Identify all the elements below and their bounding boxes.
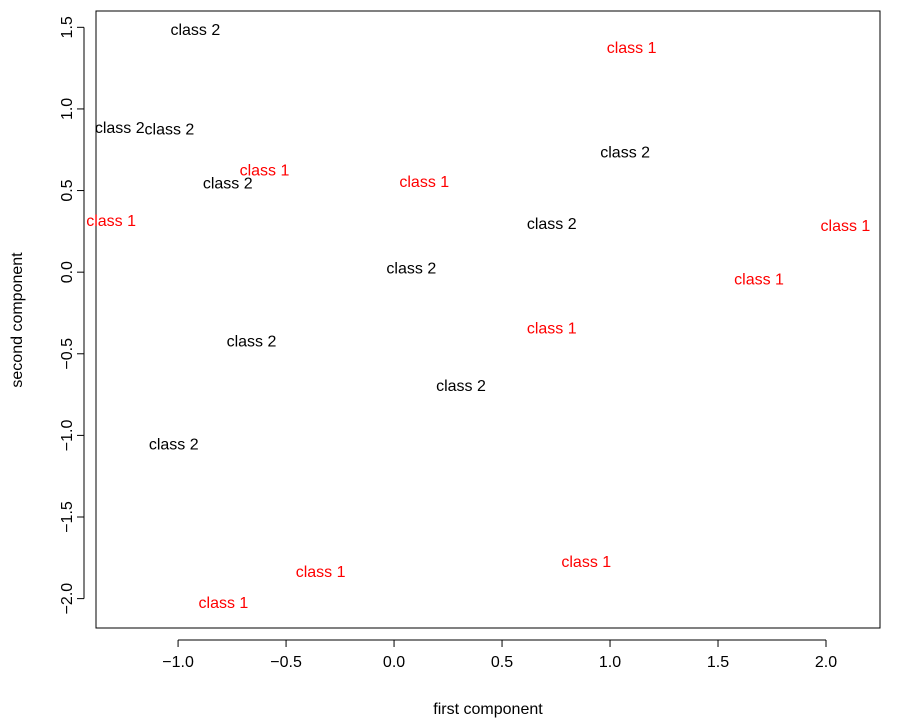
data-point: class 2 — [170, 22, 220, 39]
y-tick-label: 1.0 — [59, 98, 76, 120]
x-axis-title: first component — [433, 701, 543, 718]
y-tick-label: 0.0 — [59, 261, 76, 283]
data-point: class 2 — [145, 122, 195, 139]
y-tick-label: 1.5 — [59, 16, 76, 38]
y-tick-label: 0.5 — [59, 179, 76, 201]
x-tick-label: 0.0 — [383, 654, 405, 671]
data-point: class 1 — [296, 564, 346, 581]
data-point: class 2 — [149, 437, 199, 454]
data-point: class 1 — [199, 595, 249, 612]
data-point: class 2 — [95, 120, 145, 137]
data-point: class 2 — [386, 260, 436, 277]
x-tick-label: 1.5 — [707, 654, 729, 671]
y-axis: −2.0 −1.5 −1.0 −0.5 0.0 0.5 1.0 1.5 — [59, 16, 85, 615]
data-point: class 2 — [203, 175, 253, 192]
data-point: class 2 — [600, 144, 650, 161]
x-tick-label: −1.0 — [162, 654, 194, 671]
y-tick-label: −1.5 — [59, 501, 76, 533]
data-point: class 2 — [227, 334, 277, 351]
data-point: class 1 — [734, 272, 784, 289]
data-point: class 1 — [561, 554, 611, 571]
x-tick-label: 1.0 — [599, 654, 621, 671]
data-point: class 1 — [607, 40, 657, 57]
data-point: class 1 — [86, 213, 136, 230]
data-point: class 1 — [821, 218, 871, 235]
data-point: class 2 — [436, 378, 486, 395]
x-tick-label: 0.5 — [491, 654, 513, 671]
x-axis: −1.0 −0.5 0.0 0.5 1.0 1.5 2.0 — [162, 639, 837, 671]
data-point: class 1 — [399, 174, 449, 191]
data-point: class 1 — [240, 162, 290, 179]
y-tick-label: −0.5 — [59, 338, 76, 370]
plot-frame — [95, 10, 881, 629]
y-axis-title: second component — [9, 252, 26, 388]
y-tick-label: −1.0 — [59, 420, 76, 452]
y-tick-label: −2.0 — [59, 583, 76, 615]
data-point: class 2 — [527, 216, 577, 233]
x-tick-label: −0.5 — [270, 654, 302, 671]
data-point: class 1 — [527, 321, 577, 338]
x-tick-label: 2.0 — [815, 654, 837, 671]
